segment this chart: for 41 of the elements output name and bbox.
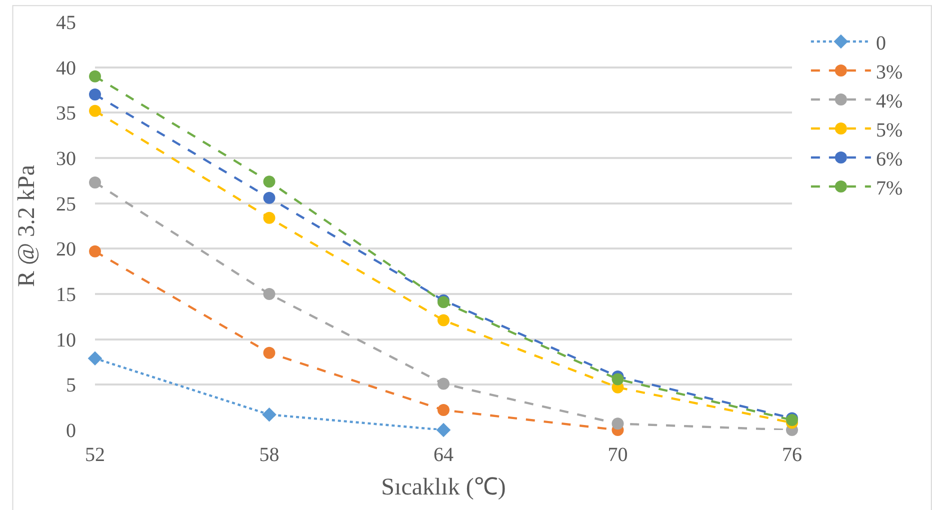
point (89, 104, 101, 117)
y-tick-label: 30 (56, 148, 76, 170)
y-tick-label: 15 (56, 284, 76, 306)
point (89, 176, 101, 188)
x-axis-title: Sıcaklık (℃) (381, 474, 506, 500)
legend-label: 6% (876, 148, 903, 170)
point (438, 404, 450, 416)
x-tick-label: 76 (782, 444, 802, 466)
legend-label: 7% (876, 177, 903, 200)
point (89, 70, 101, 82)
y-tick-label: 45 (56, 12, 76, 34)
point (438, 378, 450, 390)
y-tick-label: 20 (56, 238, 76, 261)
x-tick-label: 52 (85, 444, 105, 466)
point (263, 176, 276, 188)
x-tick-label: 64 (434, 444, 454, 466)
legend-label: 5% (876, 119, 903, 142)
point (263, 288, 276, 300)
point (89, 245, 101, 258)
y-tick-label: 25 (56, 193, 76, 216)
point (88, 351, 102, 366)
point (263, 212, 276, 224)
point (612, 418, 624, 430)
legend-label: 0 (876, 32, 886, 54)
y-tick-label: 5 (66, 374, 76, 397)
point (263, 346, 276, 359)
y-tick-label: 10 (56, 329, 76, 352)
y-tick-label: 40 (56, 57, 76, 80)
point (438, 314, 450, 326)
y-axis-title: R @ 3.2 kPa (14, 164, 40, 288)
y-tick-label: 35 (56, 102, 76, 125)
x-tick-label: 58 (259, 444, 280, 466)
point (263, 192, 276, 204)
point (262, 407, 276, 422)
point (436, 422, 451, 438)
y-tick-label: 0 (66, 420, 76, 442)
legend-label: 3% (876, 61, 903, 84)
point (612, 373, 624, 386)
point (89, 88, 101, 101)
x-tick-label: 70 (608, 444, 628, 466)
legend-label: 4% (876, 90, 903, 112)
